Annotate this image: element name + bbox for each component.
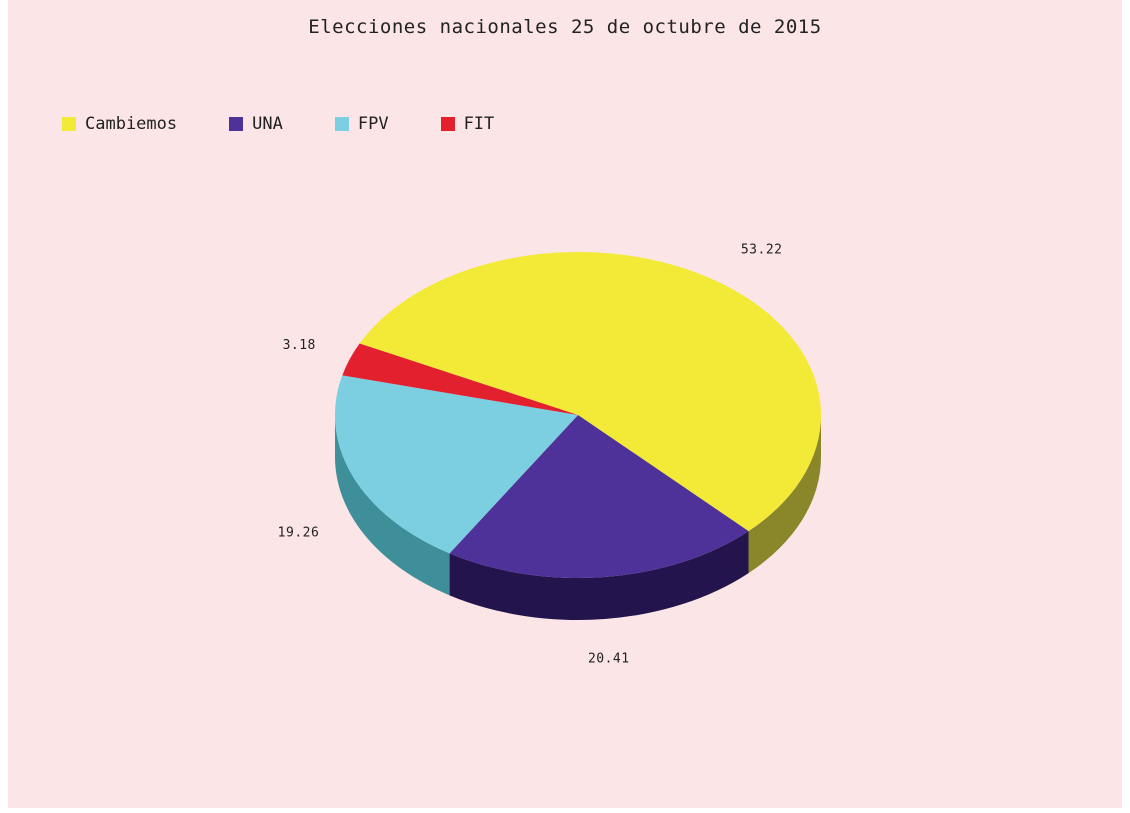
legend-label-fpv: FPV bbox=[357, 114, 389, 134]
pie-sides bbox=[335, 415, 821, 620]
value-label-fit: 3.18 bbox=[283, 338, 316, 353]
pie-slices bbox=[335, 251, 821, 578]
chart-legend: Cambiemos UNA FPV FIT bbox=[62, 112, 546, 136]
legend-label-cambiemos: Cambiemos bbox=[85, 114, 178, 134]
legend-swatch-fpv bbox=[334, 117, 349, 131]
slice-side-cambiemos bbox=[748, 415, 821, 574]
slice-una bbox=[449, 415, 749, 578]
value-label-una: 20.41 bbox=[588, 651, 630, 666]
value-label-fpv: 19.26 bbox=[278, 526, 320, 541]
legend-item-cambiemos: Cambiemos bbox=[62, 114, 177, 134]
legend-swatch-cambiemos bbox=[62, 117, 76, 131]
slice-side-fpv bbox=[335, 415, 450, 596]
pie-value-labels: 53.22 20.41 19.26 3.18 bbox=[278, 243, 783, 667]
legend-label-fit: FIT bbox=[463, 114, 495, 134]
legend-item-fpv: FPV bbox=[334, 114, 389, 134]
pie-chart: 53.22 20.41 19.26 3.18 bbox=[278, 243, 821, 667]
legend-swatch-fit bbox=[440, 117, 455, 131]
legend-label-una: UNA bbox=[252, 114, 283, 134]
legend-swatch-una bbox=[229, 117, 244, 131]
slice-cambiemos bbox=[359, 251, 821, 532]
chart-title: Elecciones nacionales 25 de octubre de 2… bbox=[308, 16, 822, 38]
legend-item-una: UNA bbox=[229, 114, 283, 134]
slice-fit bbox=[342, 343, 578, 415]
chart-panel: Elecciones nacionales 25 de octubre de 2… bbox=[8, 0, 1122, 808]
slice-side-una bbox=[449, 531, 749, 620]
slice-fpv bbox=[335, 375, 578, 554]
legend-item-fit: FIT bbox=[440, 114, 495, 134]
value-label-cambiemos: 53.22 bbox=[741, 243, 783, 258]
